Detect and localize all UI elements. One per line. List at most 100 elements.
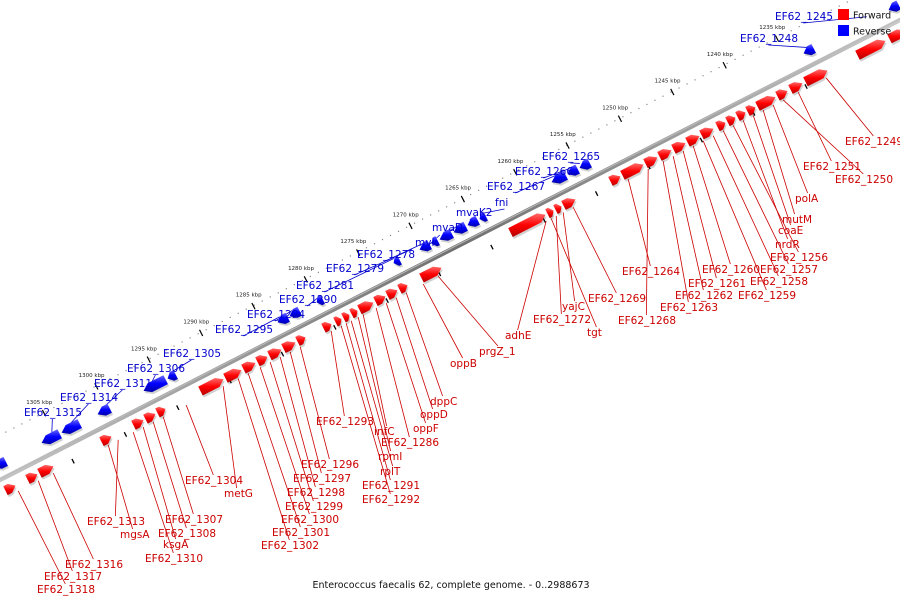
scale-tick — [460, 195, 466, 203]
gene-label-ef62-1248: EF62_1248 — [740, 33, 798, 45]
scale-dot — [77, 394, 79, 396]
scale-dot — [165, 349, 167, 351]
dotted-scale-track — [5, 1, 848, 433]
gene-label-coae: coaE — [778, 225, 803, 237]
scale-dot — [333, 263, 336, 265]
scale-tick-label: 1285 kbp — [236, 293, 262, 299]
scale-dot — [93, 386, 95, 388]
reverse-gene — [289, 306, 302, 318]
gene-label-ef62-1294: EF62_1294 — [247, 309, 305, 321]
gene-label-ef62-1293: EF62_1293 — [316, 416, 374, 428]
strand-tick — [490, 244, 494, 250]
strand-tick — [594, 191, 599, 197]
forward-gene — [735, 110, 746, 121]
leader-ef62-1245 — [803, 16, 867, 24]
leader-ef62-1310 — [132, 432, 174, 554]
gene-label-ef62-1291: EF62_1291 — [362, 480, 420, 492]
leader-nrdr — [742, 120, 788, 240]
scale-tick-label: 1260 kbp — [497, 159, 523, 165]
gene-label-ef62-1261: EF62_1261 — [688, 278, 746, 290]
gene-label-ef62-1278: EF62_1278 — [357, 249, 415, 261]
scale-dot — [486, 185, 488, 187]
forward-gene — [397, 283, 408, 294]
leader-ef62-1315 — [51, 418, 53, 434]
scale-dot — [638, 107, 640, 110]
gene-features — [0, 0, 900, 498]
leader-rpmi — [357, 317, 391, 452]
gene-label-ef62-1301: EF62_1301 — [272, 527, 330, 539]
scale-tick — [513, 168, 518, 176]
leader-ef62-1260 — [692, 145, 731, 265]
reverse-gene — [419, 240, 432, 252]
scale-dot — [766, 42, 768, 44]
scale-dot — [309, 275, 311, 278]
forward-gene — [255, 355, 268, 367]
forward-gene — [608, 174, 621, 186]
gene-label-ef62-1272: EF62_1272 — [533, 314, 591, 326]
strand-tick — [385, 298, 389, 304]
gene-label-oppf: oppF — [413, 423, 439, 435]
scale-dot — [838, 5, 840, 7]
scale-dot — [61, 402, 63, 405]
leader-ef62-1300 — [259, 367, 310, 515]
scale-tick-label: 1245 kbp — [655, 79, 681, 85]
scale-dot — [606, 124, 608, 126]
gene-label-yajc: yajC — [562, 301, 585, 313]
scale-dot — [405, 226, 408, 228]
forward-gene — [561, 198, 576, 210]
scale-tick-label: 1290 kbp — [183, 320, 209, 326]
scale-tick — [565, 142, 570, 149]
gene-label-ef62-1286: EF62_1286 — [381, 437, 439, 449]
scale-dot — [365, 247, 368, 249]
gene-label-ef62-1298: EF62_1298 — [287, 487, 345, 499]
label-leader-lines — [17, 16, 874, 585]
backbone-highlight — [0, 18, 900, 480]
scale-dot — [45, 411, 47, 413]
leader-ef62-1291 — [345, 323, 391, 481]
gene-label-pola: polA — [795, 193, 819, 205]
leader-ef62-1296 — [299, 346, 330, 460]
gene-label-rpmi: rpmI — [378, 451, 402, 463]
scale-tick — [146, 356, 151, 364]
gene-label-infc: infC — [374, 426, 395, 438]
leader-coae — [752, 115, 791, 226]
gene-label-mvk: mvk — [415, 237, 438, 249]
scale-dot — [510, 173, 512, 175]
forward-gene — [349, 308, 358, 319]
reverse-gene — [551, 170, 568, 184]
scale-dot — [245, 308, 247, 310]
scale-dot — [550, 152, 552, 155]
scale-dot — [830, 9, 832, 11]
forward-gene — [198, 378, 224, 396]
scale-tick-label: 1295 kbp — [131, 346, 157, 352]
forward-gene — [373, 294, 386, 306]
gene-label-ef62-1251: EF62_1251 — [803, 161, 861, 173]
leader-ef62-1314 — [69, 403, 89, 425]
gene-label-ef62-1266: EF62_1266 — [515, 166, 573, 178]
leader-ef62-1316 — [52, 472, 94, 560]
leader-mutm — [762, 110, 795, 215]
scale-dot — [798, 25, 800, 28]
forward-gene — [887, 29, 900, 44]
leader-ef62-1251 — [797, 92, 832, 162]
forward-gene — [241, 361, 256, 374]
reverse-gene — [143, 375, 168, 393]
leader-infc — [362, 314, 387, 427]
forward-gene — [143, 412, 156, 424]
scale-dot — [157, 353, 159, 355]
forward-gene — [788, 82, 803, 94]
scale-dot — [85, 390, 87, 392]
reverse-gene — [567, 164, 580, 176]
scale-dot — [213, 324, 215, 327]
scale-dot — [478, 189, 480, 192]
scale-tick-label: 1265 kbp — [445, 186, 471, 192]
gene-label-ef62-1313: EF62_1313 — [87, 516, 145, 528]
leader-dppc — [405, 292, 443, 397]
leader-ef62-1258 — [712, 135, 779, 277]
gene-label-ef62-1305: EF62_1305 — [163, 348, 221, 360]
leader-ef62-1281 — [324, 258, 394, 293]
strand-tick — [542, 217, 547, 223]
scale-dot — [269, 296, 271, 298]
gene-label-fni: fni — [495, 197, 508, 209]
